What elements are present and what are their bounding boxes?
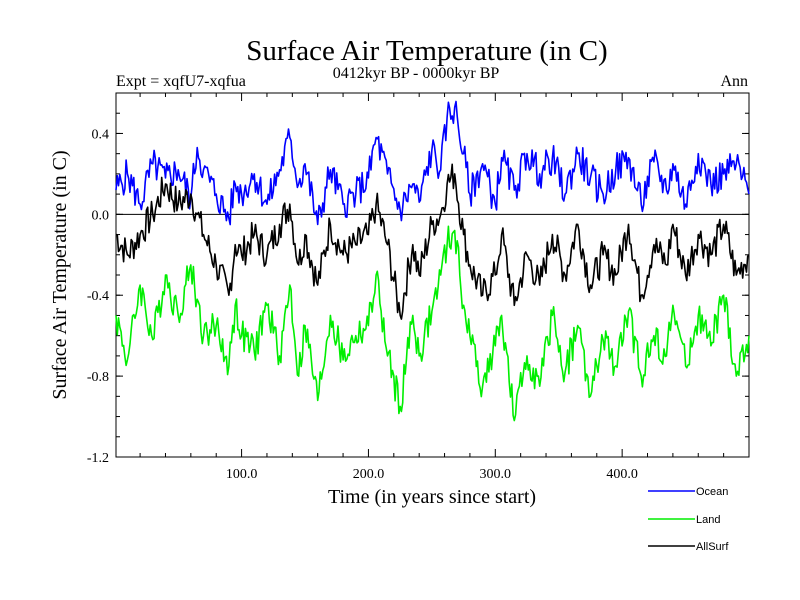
- y-tick-label: -1.2: [87, 451, 109, 466]
- y-tick-label: 0.0: [92, 208, 110, 223]
- x-axis-label: Time (in years since start): [328, 486, 536, 508]
- x-tick-label: 100.0: [226, 467, 258, 482]
- y-axis-label: Surface Air Temperature (in C): [49, 150, 71, 399]
- legend-label-land: Land: [696, 514, 720, 526]
- series-line-allsurf: [115, 163, 750, 320]
- series-line-ocean: [115, 100, 750, 226]
- x-tick-label: 300.0: [480, 467, 512, 482]
- series-line-land: [115, 225, 750, 422]
- x-tick-label: 400.0: [606, 467, 638, 482]
- y-tick-label: -0.8: [87, 370, 109, 385]
- x-tick-label: 200.0: [353, 467, 385, 482]
- season-label: Ann: [720, 73, 748, 90]
- legend: Ocean Land AllSurf: [648, 486, 729, 553]
- y-tick-label: -0.4: [87, 289, 109, 304]
- legend-label-ocean: Ocean: [696, 486, 728, 498]
- legend-label-allsurf: AllSurf: [696, 541, 729, 553]
- y-tick-label: 0.4: [92, 127, 110, 142]
- chart-subtitle: 0412kyr BP - 0000kyr BP: [333, 65, 500, 82]
- chart-title: Surface Air Temperature (in C): [246, 35, 607, 67]
- experiment-label: Expt = xqfU7-xqfua: [116, 73, 246, 90]
